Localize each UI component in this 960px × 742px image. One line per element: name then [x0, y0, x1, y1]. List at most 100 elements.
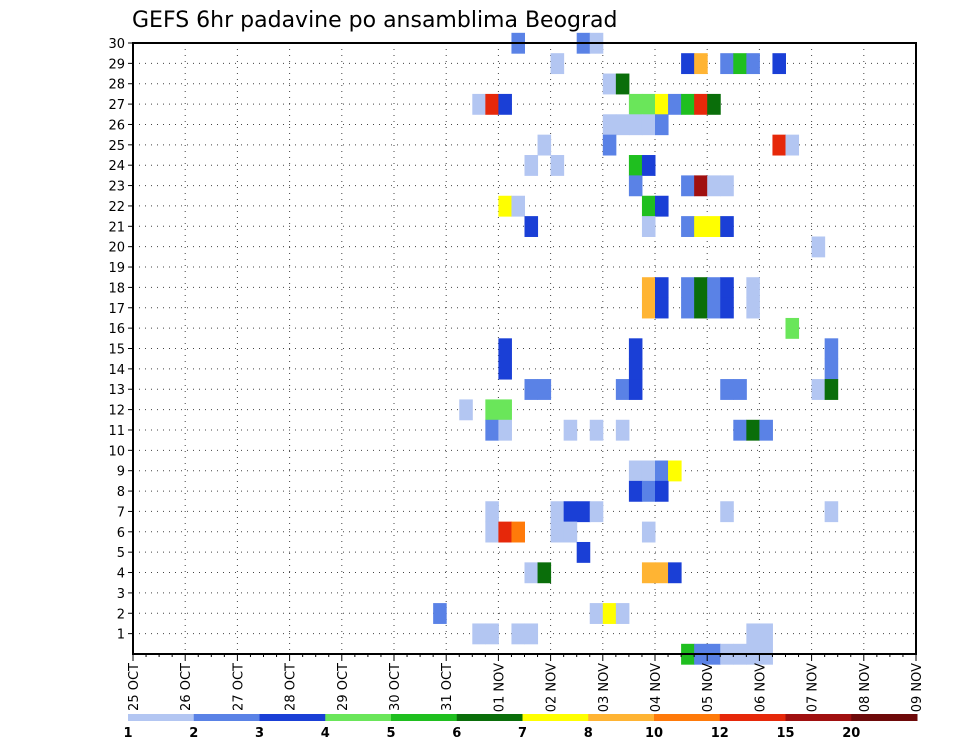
data-cell: [746, 419, 760, 441]
legend-swatch: [785, 714, 852, 721]
y-tick-label: 5: [117, 546, 125, 561]
data-cell: [681, 175, 695, 197]
x-tick-label: 04 NOV: [649, 663, 664, 712]
data-cell: [746, 297, 760, 319]
data-cell: [459, 399, 473, 421]
data-cell: [511, 521, 525, 543]
y-tick-label: 7: [117, 505, 125, 520]
data-cell: [668, 562, 682, 584]
data-cell: [498, 358, 512, 380]
legend-label: 5: [386, 726, 395, 741]
data-cell: [746, 277, 760, 299]
x-tick-label: 25 OCT: [127, 663, 142, 711]
data-cell: [472, 93, 486, 115]
data-cell: [628, 155, 643, 176]
data-cell: [655, 195, 669, 217]
data-cell: [628, 379, 643, 400]
colour-legend: 1 2 3 4 5 6 7 8 10 12 15 20: [123, 714, 918, 741]
data-cell: [485, 623, 499, 645]
x-tick-label: 06 NOV: [753, 663, 768, 712]
y-tick-label: 22: [108, 200, 125, 215]
legend-label: 8: [584, 726, 593, 741]
legend-swatch: [851, 714, 918, 721]
y-tick-label: 16: [108, 322, 125, 337]
data-cell: [641, 195, 656, 217]
data-cell: [720, 175, 734, 197]
x-tick-label: 08 NOV: [858, 663, 873, 712]
data-cell: [720, 277, 734, 299]
data-cell: [824, 358, 839, 380]
data-cell: [537, 379, 552, 400]
data-cell: [694, 93, 708, 115]
y-tick-label: 20: [108, 241, 125, 256]
data-cell: [655, 460, 669, 482]
data-cell: [694, 216, 708, 237]
data-cell: [563, 419, 578, 441]
data-cells: [433, 32, 839, 665]
data-cell: [720, 501, 734, 523]
legend-swatch: [719, 714, 786, 721]
data-cell: [537, 562, 552, 584]
data-cell: [602, 114, 617, 136]
y-tick-label: 12: [108, 404, 125, 419]
x-tick-label: 01 NOV: [492, 663, 507, 712]
legend-swatch: [391, 714, 458, 721]
data-cell: [628, 175, 643, 197]
x-tick-label: 28 OCT: [284, 663, 299, 711]
legend-label: 4: [321, 726, 330, 741]
data-cell: [563, 521, 578, 543]
data-cell: [615, 603, 630, 624]
data-cell: [772, 134, 786, 156]
data-cell: [511, 623, 525, 645]
y-tick-label: 2: [117, 607, 125, 622]
data-cell: [668, 93, 682, 115]
data-cell: [641, 521, 656, 543]
x-tick-label: 29 OCT: [336, 663, 351, 711]
data-cell: [681, 53, 695, 75]
data-cell: [641, 277, 656, 299]
data-cell: [811, 236, 826, 258]
y-tick-label: 29: [108, 57, 125, 72]
data-cell: [524, 623, 539, 645]
data-cell: [550, 53, 565, 75]
data-cell: [707, 175, 721, 197]
legend-label: 1: [123, 726, 132, 741]
data-cell: [707, 277, 721, 299]
y-tick-label: 27: [108, 98, 125, 113]
data-cell: [707, 216, 721, 237]
x-tick-label: 30 OCT: [388, 663, 403, 711]
y-tick-label: 3: [117, 587, 125, 602]
data-cell: [720, 53, 734, 75]
data-cell: [615, 114, 630, 136]
data-cell: [615, 419, 630, 441]
data-cell: [485, 521, 499, 543]
legend-swatch: [588, 714, 655, 721]
data-cell: [733, 419, 747, 441]
data-cell: [694, 277, 708, 299]
data-cell: [641, 460, 656, 482]
y-tick-label: 1: [117, 628, 125, 643]
data-cell: [655, 562, 669, 584]
data-cell: [511, 195, 525, 217]
legend-label: 2: [189, 726, 198, 741]
data-cell: [707, 297, 721, 319]
y-tick-label: 9: [117, 465, 125, 480]
data-cell: [811, 379, 826, 400]
y-tick-label: 30: [108, 37, 125, 52]
data-cell: [550, 155, 565, 176]
legend-swatch: [193, 714, 260, 721]
y-tick-label: 21: [108, 220, 125, 235]
data-cell: [733, 53, 747, 75]
data-cell: [602, 603, 617, 624]
data-cell: [655, 114, 669, 136]
legend-label: 7: [518, 726, 527, 741]
data-cell: [485, 501, 499, 523]
data-cell: [485, 399, 499, 421]
data-cell: [655, 93, 669, 115]
x-tick-label: 07 NOV: [806, 663, 821, 712]
legend-swatch: [456, 714, 523, 721]
data-cell: [641, 297, 656, 319]
data-cell: [772, 53, 786, 75]
data-cell: [759, 419, 773, 441]
